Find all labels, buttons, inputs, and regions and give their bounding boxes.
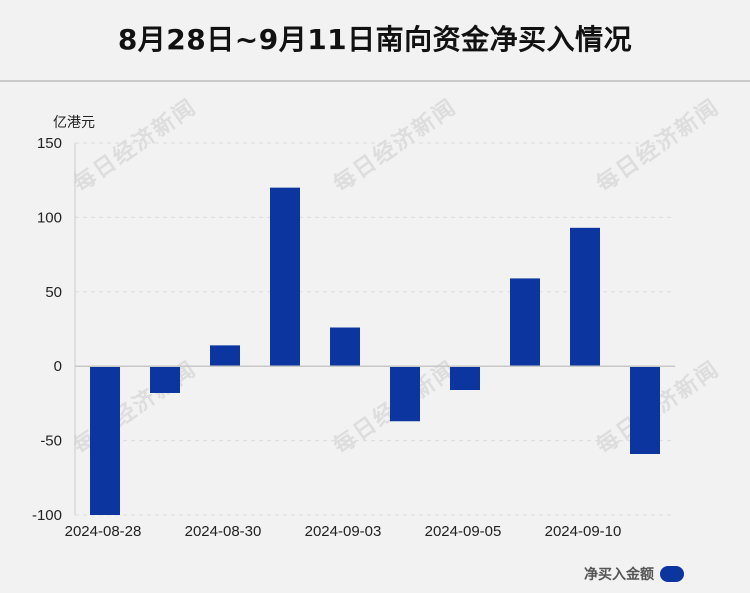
bar-2024-09-03 — [330, 327, 360, 367]
y-axis-unit-label: 亿港元 — [53, 115, 95, 131]
bar-2024-09-05 — [450, 366, 480, 391]
bar-2024-09-02 — [270, 187, 300, 367]
bar-2024-08-28 — [90, 366, 120, 515]
x-tick-label: 2024-09-10 — [545, 523, 622, 540]
y-tick-label: -50 — [40, 433, 62, 450]
x-tick-label: 2024-08-30 — [185, 523, 262, 540]
y-tick-label: 150 — [37, 135, 62, 152]
bar-2024-09-11 — [630, 366, 660, 454]
bar-2024-08-29 — [150, 366, 180, 393]
y-tick-label: 0 — [54, 358, 62, 375]
bar-2024-08-30 — [210, 345, 240, 367]
x-tick-label: 2024-09-05 — [425, 523, 502, 540]
x-tick-label: 2024-09-03 — [305, 523, 382, 540]
legend-swatch — [660, 566, 684, 582]
bar-2024-09-04 — [390, 366, 420, 422]
title-divider — [0, 80, 750, 82]
chart-title: 8月28日~9月11日南向资金净买入情况 — [117, 23, 633, 56]
bar-2024-09-06 — [510, 278, 540, 367]
legend-label: 净买入金额 — [584, 567, 654, 583]
x-tick-label: 2024-08-28 — [65, 523, 142, 540]
bar-2024-09-10 — [570, 227, 600, 367]
y-tick-label: -100 — [32, 507, 62, 524]
y-tick-label: 50 — [45, 284, 62, 301]
legend: 净买入金额 — [584, 564, 684, 584]
y-tick-label: 100 — [37, 209, 62, 226]
